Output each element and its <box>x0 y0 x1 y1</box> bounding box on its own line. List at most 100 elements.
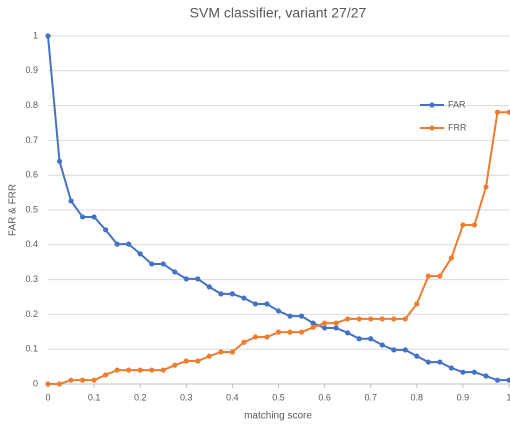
y-tick-label: 0.2 <box>25 309 38 319</box>
data-point <box>275 329 282 335</box>
data-point <box>287 313 293 319</box>
data-point <box>322 320 328 326</box>
data-point <box>506 109 510 115</box>
x-tick-label: 1 <box>506 392 510 402</box>
data-point <box>137 367 143 373</box>
y-axis-label: FAR & FRR <box>8 184 19 236</box>
data-point <box>310 320 316 326</box>
data-point <box>206 284 212 290</box>
y-tick-label: 0.8 <box>25 100 38 110</box>
data-point <box>126 367 132 373</box>
data-point <box>172 269 178 275</box>
data-point <box>448 365 454 371</box>
data-point <box>448 255 454 261</box>
data-point <box>414 353 420 359</box>
data-point <box>183 358 189 364</box>
data-point <box>264 334 270 340</box>
data-point <box>471 369 478 375</box>
data-point <box>402 316 408 322</box>
data-point <box>425 359 431 365</box>
data-point <box>345 316 351 322</box>
data-point <box>483 373 489 379</box>
data-point <box>114 367 120 373</box>
data-point <box>149 367 155 373</box>
y-tick-label: 0.1 <box>25 344 38 354</box>
data-point <box>391 347 397 353</box>
data-point <box>298 313 305 319</box>
x-tick-label: 0.3 <box>180 392 193 402</box>
data-point <box>437 273 443 279</box>
data-point <box>494 377 501 383</box>
data-point <box>91 214 97 220</box>
x-tick-label: 0.7 <box>364 392 377 402</box>
data-point <box>356 316 362 322</box>
data-point <box>483 184 489 190</box>
x-tick-label: 0.8 <box>411 392 424 402</box>
data-point <box>368 316 374 322</box>
data-point <box>460 222 466 228</box>
x-axis-label: matching score <box>244 411 312 422</box>
data-point <box>252 301 259 307</box>
data-point <box>241 295 247 301</box>
data-point <box>333 325 339 331</box>
data-point <box>183 276 189 282</box>
data-point <box>310 324 316 330</box>
data-point <box>68 198 74 204</box>
data-point <box>379 316 385 322</box>
data-point <box>402 347 408 353</box>
data-point <box>218 291 224 297</box>
data-point <box>103 227 109 233</box>
data-point <box>241 339 247 345</box>
data-point <box>460 369 466 375</box>
data-point <box>368 336 374 342</box>
data-point <box>391 316 397 322</box>
data-point <box>229 291 235 297</box>
x-tick-label: 0.6 <box>318 392 331 402</box>
data-point <box>218 349 224 355</box>
x-tick-label: 0.9 <box>457 392 470 402</box>
data-point <box>506 377 510 383</box>
x-tick-label: 0.4 <box>226 392 239 402</box>
data-point <box>172 362 178 368</box>
legend-text: FRR <box>448 122 467 132</box>
data-point <box>56 158 63 164</box>
data-point <box>287 329 293 335</box>
data-point <box>79 214 86 220</box>
series-line <box>48 111 509 385</box>
data-point <box>379 342 385 348</box>
y-tick-label: 0.6 <box>25 170 38 180</box>
data-point <box>114 241 120 247</box>
data-point <box>195 358 201 364</box>
data-point <box>160 367 166 373</box>
legend-text: FAR <box>448 99 466 109</box>
data-point <box>79 377 86 383</box>
data-point <box>356 336 362 342</box>
x-tick-label: 0.2 <box>134 392 147 402</box>
data-point <box>437 359 443 365</box>
legend-marker <box>429 125 435 131</box>
chart-title: SVM classifier, variant 27/27 <box>190 5 367 21</box>
x-tick-label: 0.1 <box>88 392 101 402</box>
data-point <box>56 381 63 387</box>
data-point <box>103 372 109 378</box>
y-tick-label: 0.4 <box>25 239 38 249</box>
data-point <box>471 222 478 228</box>
data-point <box>264 301 270 307</box>
data-point <box>91 377 97 383</box>
y-tick-label: 0.9 <box>25 65 38 75</box>
series-line <box>47 35 509 382</box>
y-tick-label: 0.7 <box>25 135 38 145</box>
data-point <box>333 320 339 326</box>
data-point <box>275 308 282 314</box>
y-tick-label: 0.3 <box>25 274 38 284</box>
data-point <box>414 301 420 307</box>
y-tick-label: 0 <box>33 378 38 388</box>
data-point <box>160 261 166 267</box>
data-point <box>149 261 155 267</box>
data-point <box>68 377 74 383</box>
y-tick-label: 1 <box>33 30 38 40</box>
legend-marker <box>429 102 435 108</box>
data-point <box>252 334 259 340</box>
data-point <box>494 109 501 115</box>
